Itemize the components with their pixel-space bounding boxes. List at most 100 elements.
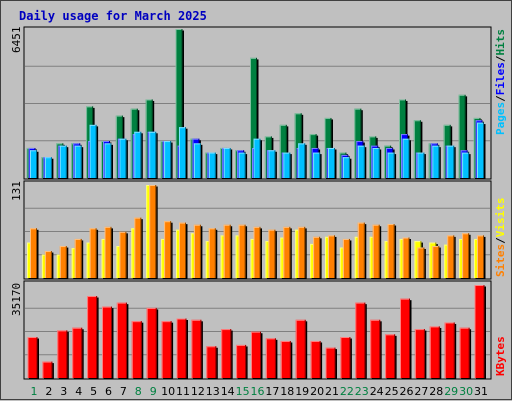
kbytes-bar-day-14 xyxy=(221,329,233,380)
sites-bar-day-10 xyxy=(164,221,173,280)
kbytes-bar-day-5 xyxy=(87,296,99,380)
sites-bar-day-15 xyxy=(238,224,248,280)
pages-bar-day-1 xyxy=(30,150,39,180)
day-label-11: 11 xyxy=(176,385,190,398)
pages-bar-day-3 xyxy=(59,145,69,180)
kbytes-bar-day-11 xyxy=(176,318,188,380)
pages-bar-day-30 xyxy=(462,152,471,180)
pages-bar-day-6 xyxy=(104,143,113,180)
hits_files_pages-legend-part: / xyxy=(494,95,507,102)
kbytes-bar-day-22 xyxy=(340,337,352,380)
hits_files_pages-legend-part: Hits xyxy=(494,29,507,56)
hits-side-legend: Pages/Files/Hits xyxy=(494,29,507,135)
day-label-22: 22 xyxy=(340,385,354,398)
pages-bar-day-2 xyxy=(44,157,54,180)
hits_files_pages-legend-part: Files xyxy=(494,62,507,95)
kbytes-bar-day-18 xyxy=(280,340,293,380)
day-label-1: 1 xyxy=(31,385,38,398)
kbytes-bar-day-27 xyxy=(414,329,427,380)
sites-bar-day-5 xyxy=(89,228,99,280)
pages-bar-day-9 xyxy=(149,131,158,180)
kbytes-bar-day-15 xyxy=(236,344,248,380)
day-label-15: 15 xyxy=(236,385,250,398)
day-label-26: 26 xyxy=(400,385,414,398)
pages-bar-day-5 xyxy=(89,124,99,180)
sites-bar-day-11 xyxy=(179,222,188,280)
day-label-9: 9 xyxy=(150,385,157,398)
sites-bar-day-23 xyxy=(357,222,367,280)
kbytes-bar-day-3 xyxy=(57,330,69,380)
pages-bar-day-19 xyxy=(298,143,307,180)
kbytes-bar-day-13 xyxy=(206,346,218,380)
kbytes-bar-day-24 xyxy=(370,319,382,380)
kbytes-bar-day-25 xyxy=(385,334,397,380)
kbytes-side-legend: KBytes xyxy=(494,336,507,376)
kbytes-bar-day-20 xyxy=(310,340,323,380)
kbytes-panel xyxy=(23,280,492,380)
visits-side-legend: Sites/Visits xyxy=(494,198,507,278)
pages-bar-day-18 xyxy=(283,152,292,180)
kbytes-bar-day-19 xyxy=(295,319,308,380)
kbytes-bar-day-17 xyxy=(265,338,278,380)
day-label-25: 25 xyxy=(385,385,399,398)
pages-bar-day-15 xyxy=(238,152,248,180)
day-label-14: 14 xyxy=(221,385,235,398)
pages-bar-day-17 xyxy=(268,150,277,180)
kbytes-bar-day-28 xyxy=(429,326,442,380)
sites-bar-day-4 xyxy=(74,238,84,280)
sites-bar-day-2 xyxy=(44,251,54,280)
pages-bar-day-23 xyxy=(357,145,367,180)
sites-bar-day-7 xyxy=(119,231,128,280)
day-label-20: 20 xyxy=(310,385,324,398)
day-label-6: 6 xyxy=(105,385,112,398)
visits_sites-legend-part: Visits xyxy=(494,198,507,238)
day-label-24: 24 xyxy=(370,385,384,398)
pages-bar-day-14 xyxy=(223,147,233,180)
day-label-28: 28 xyxy=(429,385,443,398)
sites-bar-day-3 xyxy=(59,246,69,280)
pages-bar-day-28 xyxy=(432,145,441,180)
pages-bar-day-8 xyxy=(134,131,143,180)
sites-bar-day-20 xyxy=(313,236,322,280)
day-label-16: 16 xyxy=(251,385,265,398)
sites-bar-day-18 xyxy=(283,226,292,280)
kbytes-bars xyxy=(25,285,490,380)
hits_files_pages-legend-part: / xyxy=(494,55,507,62)
day-labels: 1 2 3 4 5 6 7 8 9 10 11 12 13 14 15 16 17 18 19 20 21 22 23 24 2… xyxy=(31,385,489,398)
kbytes-bar-day-2 xyxy=(42,361,54,380)
pages-bar-day-26 xyxy=(402,138,411,180)
kbytes-legend-part: KBytes xyxy=(494,336,507,376)
kbytes-bar-day-4 xyxy=(72,327,84,380)
pages-bar-day-20 xyxy=(313,152,322,180)
sites-bar-day-22 xyxy=(342,238,352,280)
visits_sites-legend-part: Sites xyxy=(494,244,507,277)
day-label-23: 23 xyxy=(355,385,369,398)
sites-bar-day-1 xyxy=(30,228,39,280)
pages-bar-day-11 xyxy=(179,127,188,180)
pages-bar-day-7 xyxy=(119,138,128,180)
pages-bar-day-31 xyxy=(477,122,486,180)
sites-bar-day-26 xyxy=(402,237,411,280)
kbytes-max-label: 35170 xyxy=(10,283,23,316)
day-label-13: 13 xyxy=(206,385,220,398)
kbytes-bar-day-6 xyxy=(102,306,114,380)
sites-bar-day-24 xyxy=(372,224,382,280)
kbytes-bar-day-21 xyxy=(325,347,337,380)
sites-bar-day-27 xyxy=(417,247,426,280)
kbytes-bar-day-9 xyxy=(146,307,159,380)
day-label-10: 10 xyxy=(161,385,175,398)
visits-max-label: 131 xyxy=(10,181,23,201)
sites-bar-day-12 xyxy=(193,224,203,280)
pages-bar-day-13 xyxy=(208,152,218,180)
day-label-8: 8 xyxy=(135,385,142,398)
day-label-30: 30 xyxy=(459,385,473,398)
day-label-27: 27 xyxy=(414,385,428,398)
sites-bar-day-6 xyxy=(104,226,113,280)
pages-bar-day-12 xyxy=(193,143,203,180)
kbytes-bar-day-26 xyxy=(400,298,412,380)
sites-bar-day-25 xyxy=(387,224,397,280)
kbytes-bar-day-23 xyxy=(355,302,367,380)
chart-title: Daily usage for March 2025 xyxy=(19,9,207,23)
